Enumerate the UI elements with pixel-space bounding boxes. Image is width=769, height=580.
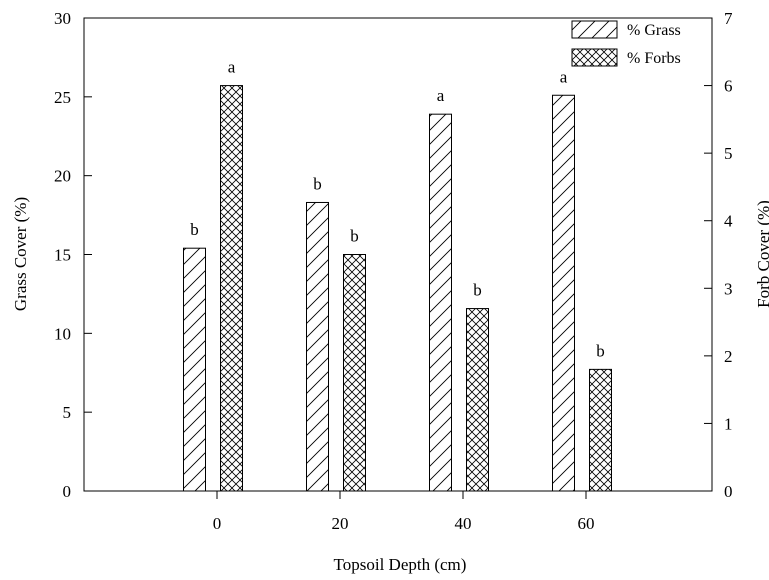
y-right-tick-label: 5 — [724, 144, 733, 163]
y-left-tick-label: 10 — [54, 324, 71, 343]
bar-grass — [552, 94, 575, 492]
y-left-tick-label: 25 — [54, 88, 71, 107]
y-right-tick-label: 4 — [724, 212, 733, 231]
legend-label-forbs: % Forbs — [627, 50, 681, 67]
significance-letters: b a b b a b a b — [190, 58, 605, 361]
sig-letter-forbs: b — [473, 281, 482, 300]
bar-forbs — [466, 308, 489, 492]
bar-grass — [306, 201, 329, 492]
bar-forbs — [220, 85, 243, 492]
sig-letter-grass: a — [437, 86, 445, 105]
sig-letter-grass: a — [560, 67, 568, 86]
bar-grass — [183, 247, 206, 492]
x-tick-label: 40 — [455, 514, 472, 533]
y-right-tick-label: 3 — [724, 279, 733, 298]
y-right-tick-label: 2 — [724, 347, 733, 366]
legend-swatch-forbs — [571, 48, 618, 67]
y-left-tick-label: 0 — [63, 482, 72, 501]
legend-label-grass: % Grass — [627, 22, 681, 39]
y-left-tick-label: 30 — [54, 9, 71, 28]
sig-letter-grass: b — [313, 174, 322, 193]
bar-forbs — [343, 254, 366, 492]
plot-frame — [83, 17, 713, 492]
bar-grass — [429, 113, 452, 492]
axes-group: 0 5 10 15 20 25 30 0 1 2 3 4 5 6 7 0 20 40 60 — [54, 9, 733, 533]
legend-swatch-grass — [571, 20, 618, 39]
legend: % Grass % Forbs — [571, 20, 681, 67]
y-left-tick-label: 20 — [54, 167, 71, 186]
plot-border — [83, 17, 713, 492]
bar-forbs — [589, 368, 612, 492]
x-tick-label: 0 — [213, 514, 222, 533]
x-axis-label: Topsoil Depth (cm) — [334, 555, 467, 574]
y-right-tick-label: 1 — [724, 414, 733, 433]
sig-letter-forbs: a — [228, 58, 236, 77]
y-right-tick-label: 7 — [724, 9, 733, 28]
y-left-tick-label: 15 — [54, 246, 71, 265]
y-axis-left-label: Grass Cover (%) — [11, 197, 30, 311]
y-right-tick-label: 0 — [724, 482, 733, 501]
x-tick-label: 60 — [578, 514, 595, 533]
y-right-tick-label: 6 — [724, 77, 733, 96]
y-axis-right-label: Forb Cover (%) — [754, 200, 769, 308]
sig-letter-forbs: b — [596, 341, 605, 360]
bars-group — [183, 85, 612, 492]
y-left-tick-label: 5 — [63, 403, 72, 422]
sig-letter-forbs: b — [350, 227, 359, 246]
sig-letter-grass: b — [190, 220, 199, 239]
x-tick-label: 20 — [332, 514, 349, 533]
